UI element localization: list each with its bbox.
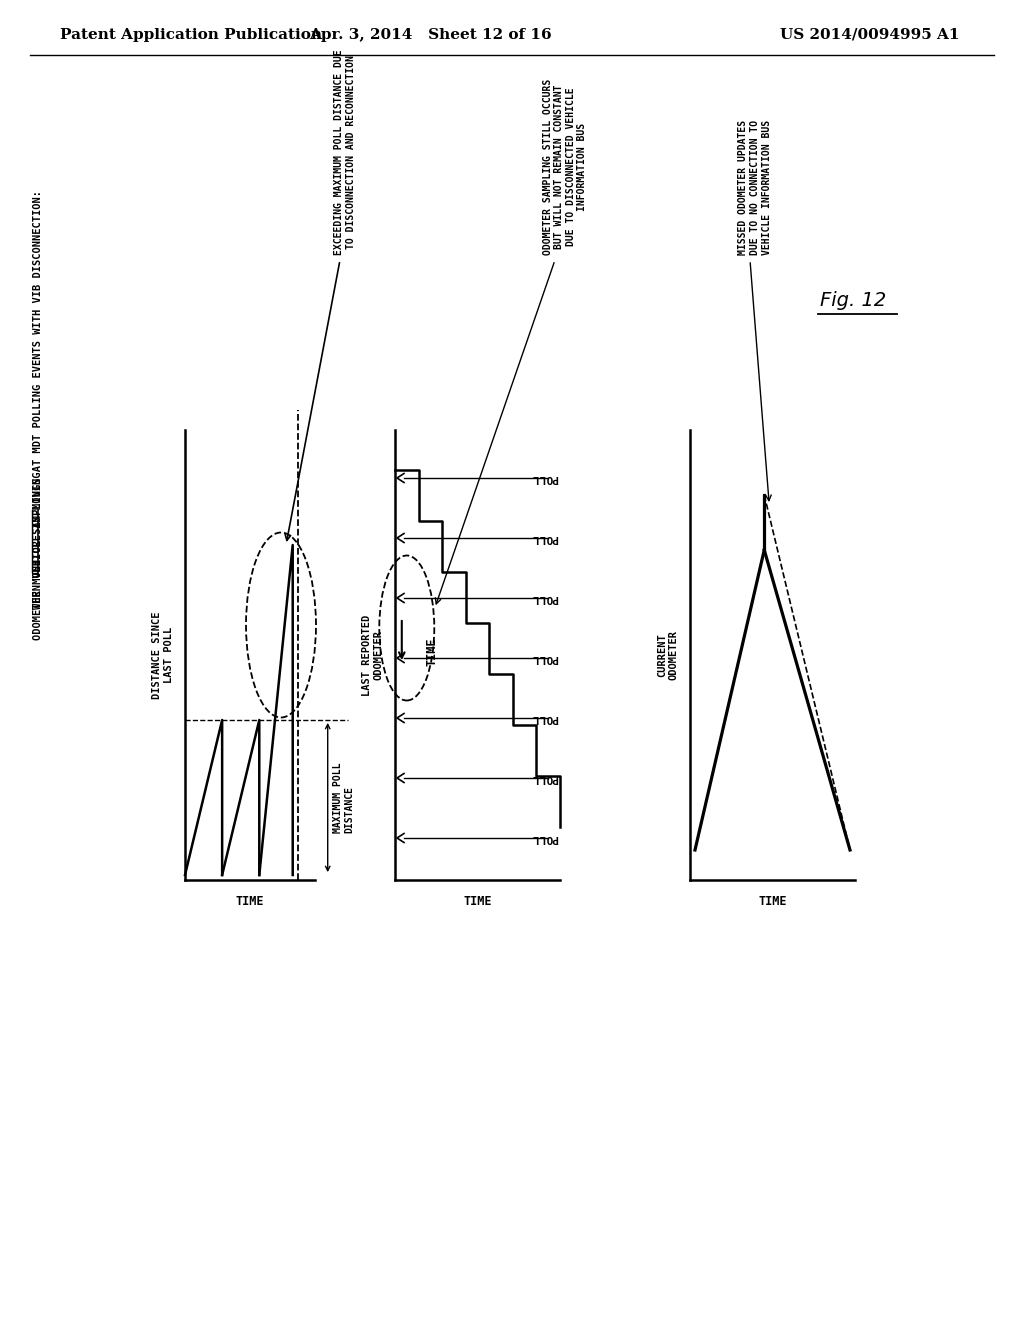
Text: MAXIMUM POLL
DISTANCE: MAXIMUM POLL DISTANCE (333, 762, 354, 833)
Text: CURRENT
ODOMETER: CURRENT ODOMETER (657, 630, 679, 680)
Text: Apr. 3, 2014   Sheet 12 of 16: Apr. 3, 2014 Sheet 12 of 16 (308, 28, 551, 42)
Text: TIME: TIME (236, 895, 264, 908)
Text: POLL: POLL (531, 533, 558, 543)
Text: ODOMETER MONITOR SAMPLINGS AT MDT POLLING EVENTS WITH VIB DISCONNECTION:: ODOMETER MONITOR SAMPLINGS AT MDT POLLIN… (33, 190, 43, 640)
Text: US 2014/0094995 A1: US 2014/0094995 A1 (780, 28, 961, 42)
Text: MISSED ODOMETER UPDATES
DUE TO NO CONNECTION TO
VEHICLE INFORMATION BUS: MISSED ODOMETER UPDATES DUE TO NO CONNEC… (738, 120, 772, 255)
Text: EXCEEDING MAXIMUM POLL DISTANCE DUE
TO DISCONNECTION AND RECONNECTION: EXCEEDING MAXIMUM POLL DISTANCE DUE TO D… (334, 49, 355, 255)
Text: DISTANCE SINCE
LAST POLL: DISTANCE SINCE LAST POLL (153, 611, 174, 698)
Text: POLL: POLL (531, 713, 558, 723)
Text: LAST REPORTED
ODOMETER: LAST REPORTED ODOMETER (362, 614, 384, 696)
Text: TIME: TIME (426, 638, 438, 667)
Text: POLL: POLL (531, 774, 558, 783)
Text: POLL: POLL (531, 593, 558, 603)
Text: POLL: POLL (531, 833, 558, 843)
Text: ODOMETER SAMPLING STILL OCCURS
BUT WILL NOT REMAIN CONSTANT
DUE TO DISCONNECTED : ODOMETER SAMPLING STILL OCCURS BUT WILL … (543, 79, 588, 255)
Text: Patent Application Publication: Patent Application Publication (60, 28, 322, 42)
Text: Fig. 12: Fig. 12 (820, 290, 886, 309)
Text: POLL: POLL (531, 653, 558, 663)
Text: POLL: POLL (531, 473, 558, 483)
Text: TIME: TIME (758, 895, 786, 908)
Text: WHEN VEHICLE IS MOVING: WHEN VEHICLE IS MOVING (33, 471, 43, 609)
Text: TIME: TIME (463, 895, 492, 908)
